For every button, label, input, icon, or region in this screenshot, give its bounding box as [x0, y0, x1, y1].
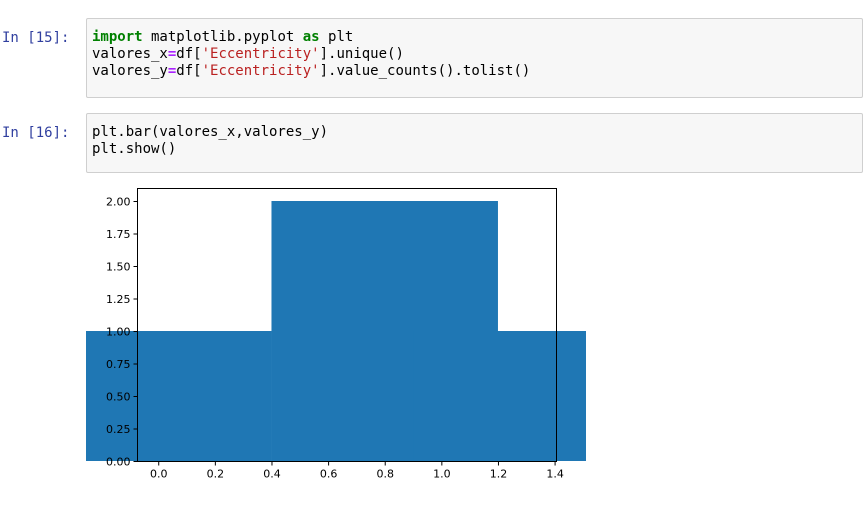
- code-line: plt.bar(valores_x,valores_y): [92, 124, 856, 141]
- code-cell-15[interactable]: In [15]: import matplotlib.pyplot as plt…: [0, 18, 865, 100]
- code-token: import: [92, 29, 143, 45]
- code-input[interactable]: import matplotlib.pyplot as plt valores_x…: [86, 18, 863, 98]
- x-tick-label: 0.8: [376, 468, 394, 481]
- bar: [413, 331, 640, 461]
- code-token: ].unique(): [319, 46, 404, 62]
- x-tick-label: 0.4: [263, 468, 281, 481]
- y-tick-label: 1.50: [106, 261, 131, 274]
- code-token: plt.show(): [92, 141, 177, 157]
- axes-frame: [137, 188, 557, 462]
- code-token: valores_x: [92, 46, 168, 62]
- cell-prompt: In [16]:: [2, 125, 70, 141]
- code-cell-16[interactable]: In [16]: plt.bar(valores_x,valores_y) plt…: [0, 113, 865, 175]
- y-tick-label: 1.00: [106, 326, 131, 339]
- y-tick-label: 0.00: [106, 456, 131, 469]
- code-input[interactable]: plt.bar(valores_x,valores_y) plt.show(): [86, 113, 863, 173]
- code-token: as: [302, 29, 320, 45]
- y-tick-label: 1.75: [106, 228, 131, 241]
- y-tick-label: 0.50: [106, 391, 131, 404]
- cell-prompt: In [15]:: [2, 30, 70, 46]
- code-token: plt: [319, 29, 354, 45]
- code-token: matplotlib.pyplot: [142, 29, 303, 45]
- x-tick-label: 0.2: [207, 468, 225, 481]
- code-token: =: [167, 63, 177, 79]
- code-token: =: [167, 46, 177, 62]
- code-line: valores_y=df['Eccentricity'].value_count…: [92, 63, 856, 80]
- x-tick-label: 1.0: [433, 468, 451, 481]
- x-tick-label: 0.0: [150, 468, 168, 481]
- code-token: 'Eccentricity': [201, 46, 320, 62]
- y-axis: 0.00 0.25 0.50 0.75 1.00 1.25 1.50 1.75 2.00: [106, 196, 138, 469]
- code-token: 'Eccentricity': [201, 63, 320, 79]
- code-token: df[: [176, 63, 202, 79]
- code-token: plt.bar(valores_x,valores_y): [92, 124, 329, 140]
- bar-chart: 0.0 0.2 0.4 0.6 0.8 1.0 1.2 1.4 0.00 0.25 0.50 0.7…: [44, 188, 640, 481]
- code-token: ].value_counts().tolist(): [319, 63, 531, 79]
- bars-group: [44, 201, 640, 461]
- y-tick-label: 0.75: [106, 358, 131, 371]
- code-token: valores_y: [92, 63, 168, 79]
- code-line: plt.show(): [92, 141, 856, 158]
- x-tick-label: 0.6: [320, 468, 338, 481]
- code-line: valores_x=df['Eccentricity'].unique(): [92, 46, 856, 63]
- code-line: import matplotlib.pyplot as plt: [92, 29, 856, 46]
- code-token: df[: [176, 46, 202, 62]
- y-tick-label: 2.00: [106, 196, 131, 209]
- x-tick-label: 1.4: [546, 468, 564, 481]
- x-tick-label: 1.2: [490, 468, 508, 481]
- y-tick-label: 1.25: [106, 293, 131, 306]
- y-tick-label: 0.25: [106, 423, 131, 436]
- x-axis: 0.0 0.2 0.4 0.6 0.8 1.0 1.2 1.4: [150, 461, 564, 481]
- cell-output-chart: 0.0 0.2 0.4 0.6 0.8 1.0 1.2 1.4 0.00 0.25 0.50 0.7…: [44, 178, 640, 498]
